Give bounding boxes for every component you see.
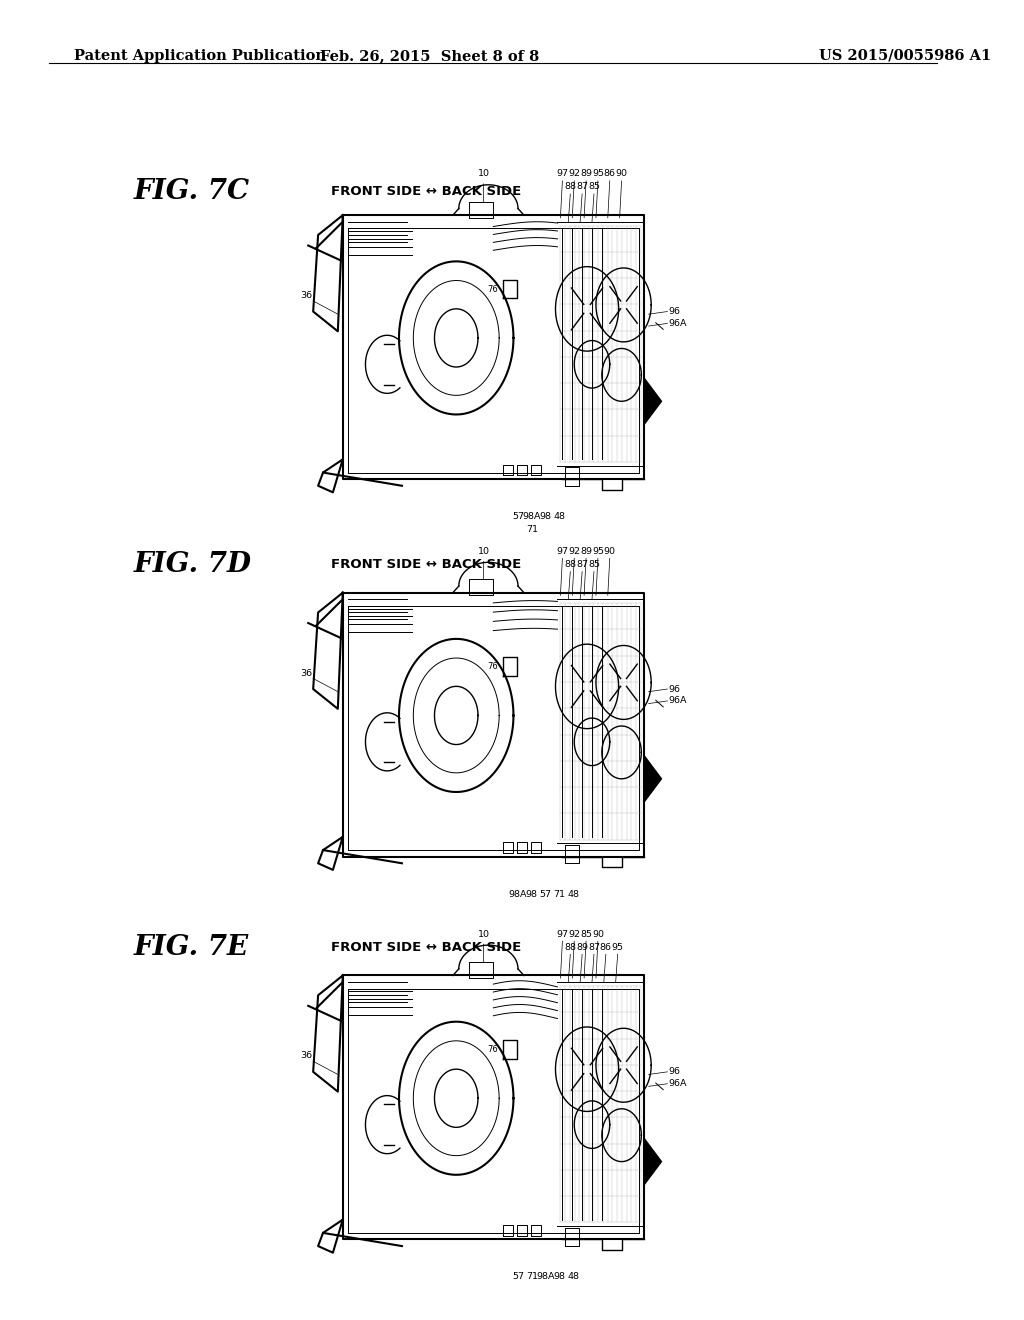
- Text: 71: 71: [525, 1272, 538, 1282]
- Text: 97: 97: [556, 929, 568, 939]
- Text: 95: 95: [592, 546, 604, 556]
- Text: 89: 89: [580, 546, 592, 556]
- Text: 98A: 98A: [522, 512, 541, 521]
- Text: 89: 89: [577, 942, 588, 952]
- Text: 88: 88: [564, 182, 577, 191]
- Text: 96A: 96A: [669, 319, 687, 327]
- Text: Patent Application Publication: Patent Application Publication: [74, 49, 326, 63]
- Text: 85: 85: [580, 929, 592, 939]
- Text: FRONT SIDE ↔ BACK SIDE: FRONT SIDE ↔ BACK SIDE: [331, 558, 521, 572]
- Text: 76: 76: [487, 663, 499, 671]
- Text: 98A: 98A: [509, 890, 527, 899]
- Text: 48: 48: [567, 890, 580, 899]
- Text: 87: 87: [577, 560, 588, 569]
- Text: 90: 90: [592, 929, 604, 939]
- Text: 89: 89: [580, 169, 592, 178]
- Text: 10: 10: [477, 546, 489, 579]
- Text: FIG. 7D: FIG. 7D: [133, 552, 251, 578]
- Text: 85: 85: [588, 560, 600, 569]
- Polygon shape: [644, 378, 662, 425]
- Text: 57: 57: [540, 890, 552, 899]
- Text: 36: 36: [300, 669, 312, 677]
- Text: 71: 71: [553, 890, 565, 899]
- Text: 71: 71: [525, 525, 538, 535]
- Text: 76: 76: [487, 1045, 499, 1053]
- Text: 10: 10: [477, 169, 489, 202]
- Text: 90: 90: [604, 546, 615, 556]
- Text: 85: 85: [588, 182, 600, 191]
- Text: 86: 86: [600, 942, 611, 952]
- Text: FIG. 7E: FIG. 7E: [133, 935, 249, 961]
- Text: 90: 90: [615, 169, 628, 178]
- Text: 98: 98: [540, 512, 552, 521]
- Text: 57: 57: [512, 1272, 524, 1282]
- Text: 76: 76: [487, 285, 499, 293]
- Text: 92: 92: [568, 169, 581, 178]
- Text: 96A: 96A: [669, 697, 687, 705]
- Text: 97: 97: [556, 169, 568, 178]
- Polygon shape: [644, 755, 662, 803]
- Text: 88: 88: [564, 560, 577, 569]
- Text: 86: 86: [604, 169, 615, 178]
- Text: 96: 96: [669, 308, 680, 315]
- Text: US 2015/0055986 A1: US 2015/0055986 A1: [819, 49, 991, 63]
- Text: 48: 48: [553, 512, 565, 521]
- Text: FIG. 7C: FIG. 7C: [133, 178, 249, 205]
- Text: 92: 92: [568, 546, 581, 556]
- Text: 96: 96: [669, 685, 680, 693]
- Text: 36: 36: [300, 1052, 312, 1060]
- Text: 10: 10: [477, 929, 489, 962]
- Polygon shape: [644, 1138, 662, 1185]
- Text: FRONT SIDE ↔ BACK SIDE: FRONT SIDE ↔ BACK SIDE: [331, 941, 521, 954]
- Text: FRONT SIDE ↔ BACK SIDE: FRONT SIDE ↔ BACK SIDE: [331, 185, 521, 198]
- Text: Feb. 26, 2015  Sheet 8 of 8: Feb. 26, 2015 Sheet 8 of 8: [319, 49, 539, 63]
- Text: 36: 36: [300, 292, 312, 300]
- Text: 87: 87: [588, 942, 600, 952]
- Text: 97: 97: [556, 546, 568, 556]
- Text: 95: 95: [611, 942, 624, 952]
- Text: 48: 48: [567, 1272, 580, 1282]
- Text: 96: 96: [669, 1068, 680, 1076]
- Text: 57: 57: [512, 512, 524, 521]
- Text: 98: 98: [553, 1272, 565, 1282]
- Text: 98: 98: [525, 890, 538, 899]
- Text: 98A: 98A: [537, 1272, 555, 1282]
- Text: 87: 87: [577, 182, 588, 191]
- Text: 95: 95: [592, 169, 604, 178]
- Text: 96A: 96A: [669, 1080, 687, 1088]
- Text: 92: 92: [568, 929, 581, 939]
- Text: 88: 88: [564, 942, 577, 952]
